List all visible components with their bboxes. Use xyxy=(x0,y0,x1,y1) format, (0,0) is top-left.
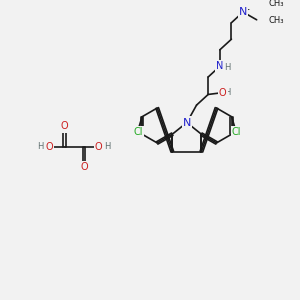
Text: O: O xyxy=(61,122,68,131)
Text: H: H xyxy=(224,88,231,97)
Text: H: H xyxy=(37,142,44,151)
Text: CH₃: CH₃ xyxy=(268,16,284,25)
Text: H: H xyxy=(224,63,231,72)
Text: O: O xyxy=(80,162,88,172)
Text: N: N xyxy=(216,61,224,71)
Text: O: O xyxy=(219,88,226,98)
Text: H: H xyxy=(104,142,110,151)
Text: Cl: Cl xyxy=(134,127,143,137)
Text: N: N xyxy=(239,7,247,17)
Text: N: N xyxy=(183,118,191,128)
Text: O: O xyxy=(45,142,53,152)
Text: Cl: Cl xyxy=(232,127,241,137)
Text: CH₃: CH₃ xyxy=(268,0,284,8)
Text: O: O xyxy=(95,142,102,152)
